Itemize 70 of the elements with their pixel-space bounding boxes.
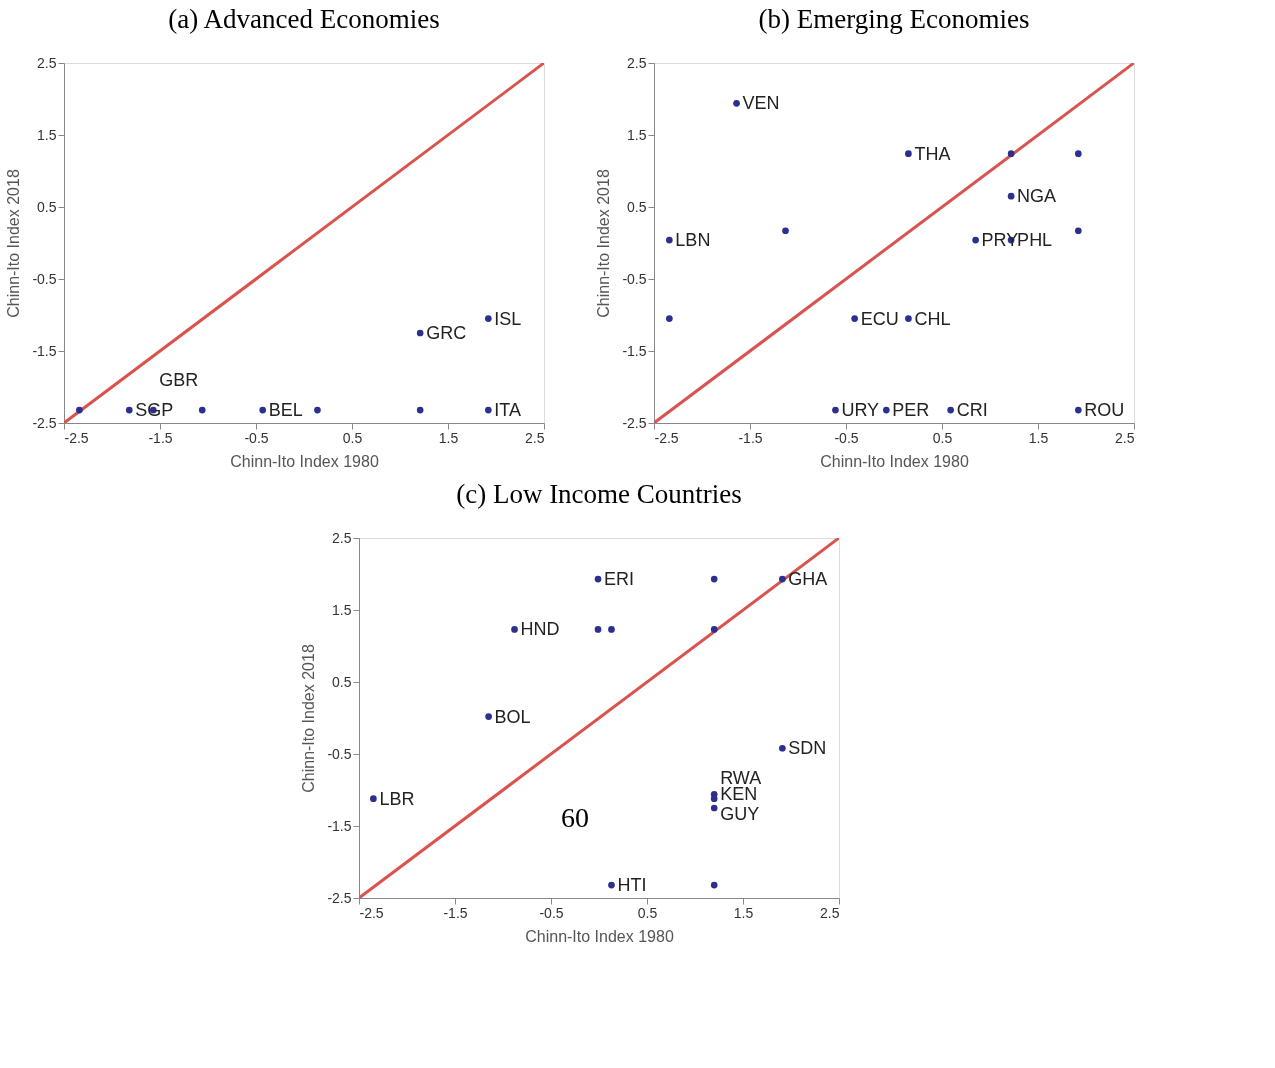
- x-tick-label: 2.5: [525, 429, 545, 446]
- annotation: VEN: [742, 93, 780, 114]
- annotation: ECU: [860, 308, 899, 329]
- annotation: SDN: [788, 738, 827, 759]
- chart-title: (b) Emerging Economies: [758, 4, 1030, 34]
- annotation: GRC: [426, 323, 467, 343]
- annotation: NGA: [1017, 186, 1057, 207]
- y-tick-label: -1.5: [32, 342, 57, 359]
- x-tick-label: 1.5: [733, 904, 754, 921]
- y-tick-label: -1.5: [622, 342, 647, 359]
- x-tick-label: -0.5: [244, 429, 269, 446]
- y-tick-label: 0.5: [332, 673, 352, 690]
- annotation: LBN: [675, 230, 711, 251]
- y-tick-label: -2.5: [622, 414, 647, 431]
- y-tick-label: -2.5: [32, 414, 57, 431]
- y-axis-title: Chinn-Ito Index 2018: [595, 169, 613, 318]
- x-axis-title: Chinn-Ito Index 1980: [230, 452, 379, 470]
- x-tick-label: 1.5: [1028, 429, 1049, 446]
- y-tick-label: 1.5: [37, 126, 57, 143]
- annotation: URY: [841, 400, 880, 421]
- annotation: 60: [561, 801, 589, 833]
- y-tick-label: 1.5: [332, 601, 352, 618]
- annotation: PRY: [981, 230, 1019, 251]
- x-tick-label: -2.5: [359, 904, 384, 921]
- y-tick-label: 0.5: [37, 198, 57, 215]
- y-tick-label: -0.5: [32, 270, 57, 287]
- annotation: BEL: [268, 400, 303, 421]
- annotation: HND: [520, 619, 560, 640]
- annotation: SGP: [135, 400, 174, 421]
- chart-title: (a) Advanced Economies: [168, 4, 440, 34]
- x-tick-label: -2.5: [64, 429, 89, 446]
- y-tick-label: -0.5: [327, 745, 352, 762]
- annotation: GBR: [159, 370, 199, 391]
- x-tick-label: 1.5: [438, 429, 459, 446]
- x-tick-label: -0.5: [834, 429, 859, 446]
- annotation: CHL: [914, 308, 951, 329]
- x-axis-title: Chinn-Ito Index 1980: [525, 927, 674, 945]
- x-tick-label: -1.5: [738, 429, 763, 446]
- annotation: GUY: [720, 803, 760, 824]
- y-tick-label: 0.5: [627, 198, 647, 215]
- y-tick-label: 2.5: [627, 54, 647, 71]
- x-tick-label: 2.5: [820, 904, 840, 921]
- chart-title: (c) Low Income Countries: [456, 479, 742, 509]
- x-tick-label: 0.5: [932, 429, 953, 446]
- y-tick-label: -1.5: [327, 817, 352, 834]
- annotation: ERI: [604, 569, 635, 590]
- annotation: LBR: [379, 788, 415, 809]
- x-tick-label: -1.5: [443, 904, 468, 921]
- x-tick-label: 2.5: [1115, 429, 1135, 446]
- y-tick-label: 2.5: [37, 54, 57, 71]
- x-tick-label: -1.5: [148, 429, 173, 446]
- annotation: GHA: [788, 569, 828, 590]
- annotation: ITA: [494, 400, 521, 421]
- annotation: CRI: [956, 400, 988, 421]
- y-tick-label: -0.5: [622, 270, 647, 287]
- x-axis-title: Chinn-Ito Index 1980: [820, 452, 969, 470]
- annotation: BOL: [494, 706, 531, 727]
- annotation: ROU: [1084, 400, 1125, 421]
- x-tick-label: -0.5: [539, 904, 564, 921]
- y-tick-label: 1.5: [627, 126, 647, 143]
- annotation: HTI: [617, 875, 647, 896]
- y-axis-title: Chinn-Ito Index 2018: [5, 169, 23, 318]
- annotation: THA: [914, 143, 951, 164]
- annotation: PER: [892, 400, 930, 421]
- y-tick-label: 2.5: [332, 529, 352, 546]
- x-tick-label: -2.5: [654, 429, 679, 446]
- y-tick-label: -2.5: [327, 889, 352, 906]
- y-axis-title: Chinn-Ito Index 2018: [300, 644, 318, 793]
- annotation: ISL: [494, 308, 522, 329]
- annotation: PHL: [1017, 230, 1053, 251]
